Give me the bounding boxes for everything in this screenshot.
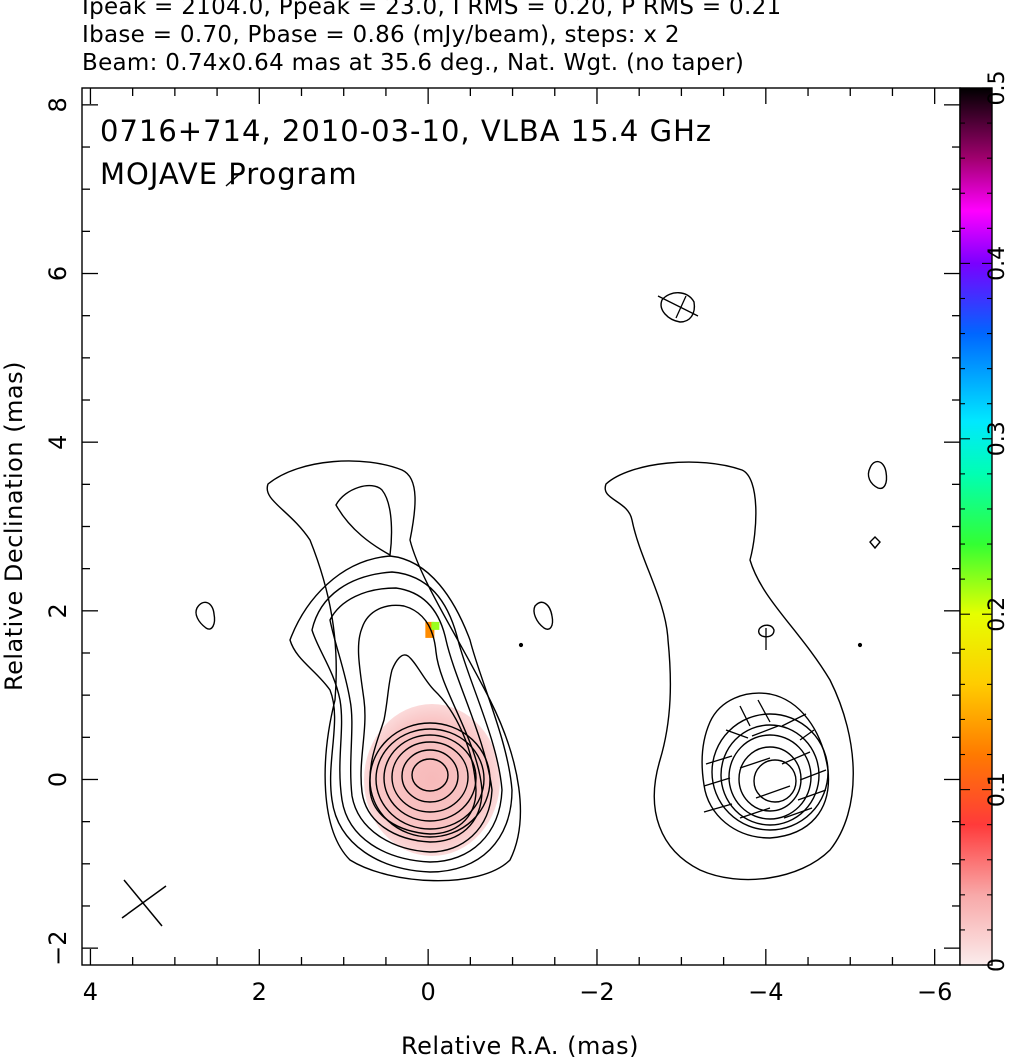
x-tick-label: 4	[83, 978, 98, 1006]
pol-contour-7	[753, 759, 797, 803]
pol-contour-island-e	[857, 642, 863, 648]
x-tick-label: 2	[252, 978, 267, 1006]
x-ticks: 4 2 0 −2 −4 −6	[83, 88, 952, 1006]
polarization-hotspot-green	[431, 621, 440, 630]
pol-contour-3	[711, 713, 829, 831]
colorbar-ticks: 0 0.1 0.2 0.3 0.4 0.5	[960, 71, 1010, 972]
polarization-contours	[604, 292, 888, 881]
contour-4	[311, 571, 503, 863]
colorbar-tick-label: 0.3	[985, 421, 1010, 456]
header-line-peak: Ipeak = 2104.0, Ppeak = 23.0, I RMS = 0.…	[82, 0, 782, 20]
contour-8	[369, 722, 491, 838]
x-tick-label: −6	[917, 978, 952, 1006]
pol-contour-island-d	[757, 624, 775, 638]
contour-island-c	[518, 642, 524, 648]
y-tick-label: 2	[44, 603, 72, 618]
header-line-beam: Beam: 0.74x0.64 mas at 35.6 deg., Nat. W…	[82, 50, 745, 76]
beam-cross	[121, 879, 167, 927]
pol-contour-2	[701, 692, 830, 839]
contour-3	[289, 555, 513, 873]
plot-frame	[81, 87, 961, 966]
contour-2	[335, 485, 393, 557]
polarization-hotspot	[425, 621, 435, 638]
y-tick-label: 8	[44, 97, 72, 112]
contour-outer	[266, 460, 522, 882]
contour-9	[375, 728, 485, 830]
contour-island-a	[195, 601, 216, 630]
header-line-base: Ibase = 0.70, Pbase = 0.86 (mJy/beam), s…	[82, 22, 680, 48]
x-tick-label: −2	[579, 978, 614, 1006]
colorbar-tick-label: 0	[985, 958, 1010, 972]
y-tick-label: 0	[44, 772, 72, 787]
plot-subtitle: MOJAVE Program	[100, 157, 358, 191]
contour-island-b	[533, 601, 554, 630]
contour-7	[369, 654, 477, 835]
x-tick-label: 0	[420, 978, 435, 1006]
contour-13	[411, 758, 449, 792]
colorbar-tick-label: 0.2	[985, 597, 1010, 632]
pol-contour-4	[720, 724, 820, 826]
pol-contour-5	[728, 734, 812, 820]
pol-contour-island-a	[660, 292, 696, 323]
y-tick-label: 6	[44, 266, 72, 281]
contour-10	[383, 734, 477, 822]
plot-title: 0716+714, 2010-03-10, VLBA 15.4 GHz	[100, 114, 712, 148]
evpa-vectors	[657, 295, 827, 819]
y-tick-label: 4	[44, 435, 72, 450]
stokes-i-contours	[195, 460, 554, 882]
y-tick-label: −2	[44, 930, 72, 965]
colorbar-tick-label: 0.1	[985, 772, 1010, 807]
colorbar	[959, 87, 993, 966]
y-axis-label: Relative Declination (mas)	[0, 361, 28, 691]
contour-6	[357, 604, 483, 843]
x-axis-label: Relative R.A. (mas)	[401, 1032, 639, 1060]
pol-contour-island-b	[867, 461, 888, 490]
contour-5	[329, 587, 493, 853]
pol-contour-island-c	[869, 536, 881, 550]
colorbar-tick-label: 0.5	[985, 71, 1010, 106]
y-ticks: −2 0 2 4 6 8	[44, 97, 960, 966]
pol-contour-outer	[604, 461, 854, 881]
subtitle-strike	[225, 169, 245, 187]
colorbar-tick-label: 0.4	[985, 246, 1010, 281]
contour-12	[401, 749, 459, 803]
x-tick-label: −4	[748, 978, 783, 1006]
contour-11	[391, 741, 469, 813]
